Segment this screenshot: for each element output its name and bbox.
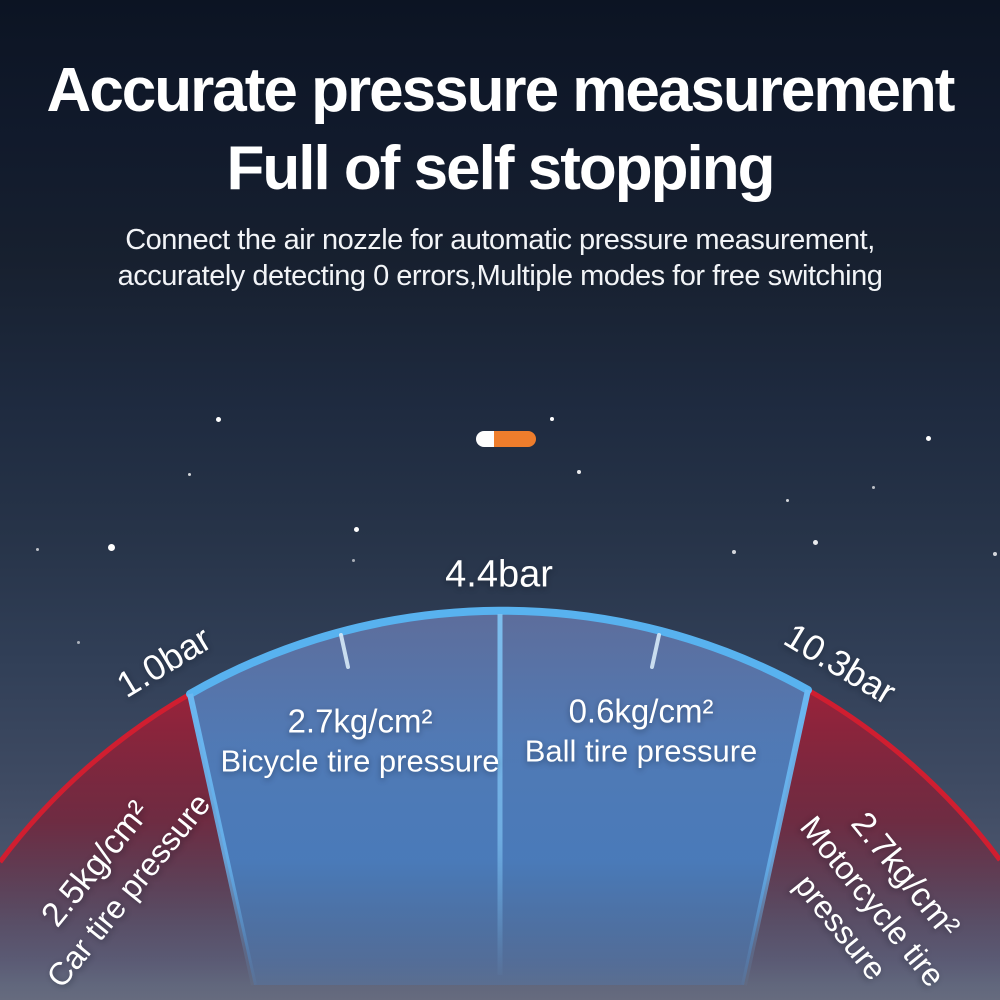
star-icon bbox=[786, 499, 789, 502]
tick-right bbox=[650, 633, 661, 669]
star-icon bbox=[352, 559, 355, 562]
star-icon bbox=[813, 540, 818, 545]
inflator-device-icon bbox=[476, 431, 536, 447]
title-line-1: Accurate pressure measurement bbox=[46, 56, 956, 125]
segment-border-left bbox=[187, 693, 257, 986]
star-icon bbox=[108, 544, 115, 551]
subtitle: Connect the air nozzle for automatic pre… bbox=[0, 222, 1000, 294]
subtitle-line-1: Connect the air nozzle for automatic pre… bbox=[125, 224, 875, 256]
gauge-arc-blue bbox=[186, 606, 812, 698]
tick-left bbox=[339, 633, 350, 669]
star-icon bbox=[872, 486, 875, 489]
star-icon bbox=[993, 552, 997, 556]
star-icon bbox=[926, 436, 931, 441]
subtitle-line-2: accurately detecting 0 errors,Multiple m… bbox=[117, 260, 883, 292]
page-title: Accurate pressure measurement Full of se… bbox=[0, 52, 1000, 208]
star-icon bbox=[354, 527, 359, 532]
segment-fill-bicycle bbox=[190, 612, 500, 985]
gauge-arc-red-right bbox=[806, 687, 1000, 862]
star-icon bbox=[188, 473, 191, 476]
bicycle-pressure-label: Bicycle tire pressure bbox=[220, 743, 500, 779]
gauge-max-label: 4.4bar bbox=[445, 553, 553, 596]
title-line-2: Full of self stopping bbox=[226, 134, 776, 203]
segment-label-bicycle: 2.7kg/cm² Bicycle tire pressure bbox=[220, 701, 499, 782]
gauge-arc-red-left bbox=[0, 691, 192, 864]
star-icon bbox=[216, 417, 221, 422]
segment-border-right bbox=[741, 689, 811, 986]
star-icon bbox=[577, 470, 581, 474]
star-icon bbox=[36, 548, 39, 551]
ball-pressure-label: Ball tire pressure bbox=[524, 733, 758, 769]
star-icon bbox=[550, 417, 554, 421]
segment-label-ball: 0.6kg/cm² Ball tire pressure bbox=[525, 691, 758, 772]
segment-fill-car bbox=[0, 694, 254, 1000]
bicycle-pressure-value: 2.7kg/cm² bbox=[287, 702, 433, 740]
ball-pressure-value: 0.6kg/cm² bbox=[568, 692, 714, 730]
segment-fill-ball bbox=[500, 611, 808, 985]
star-icon bbox=[732, 550, 736, 554]
star-icon bbox=[77, 641, 80, 644]
segment-fill-motorcycle bbox=[744, 690, 1000, 1000]
